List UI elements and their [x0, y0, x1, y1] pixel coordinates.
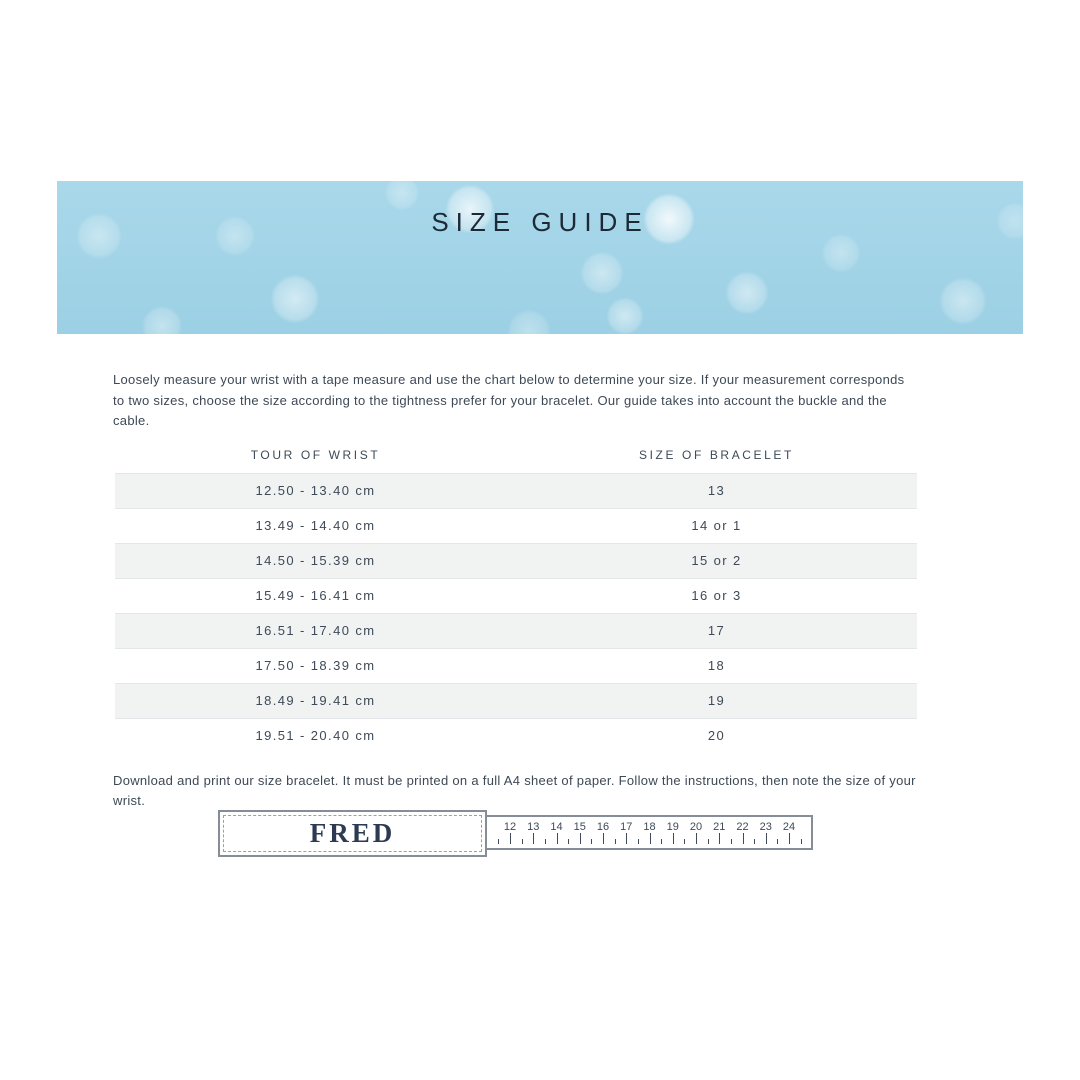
table-row: 17.50 - 18.39 cm 18 — [115, 648, 917, 683]
ruler-tick-major — [579, 833, 581, 844]
wrist-cell: 16.51 - 17.40 cm — [255, 623, 376, 638]
wrist-cell: 12.50 - 13.40 cm — [255, 483, 376, 498]
ruler-tick-major — [603, 833, 604, 844]
ruler-tick-minor — [730, 839, 732, 844]
ruler-tick-minor — [521, 839, 523, 844]
ruler-number: 20 — [689, 821, 703, 833]
download-note: Download and print our size bracelet. It… — [113, 773, 916, 808]
wrist-cell: 15.49 - 16.41 cm — [255, 588, 376, 603]
table-row: 18.49 - 19.41 cm 19 — [115, 683, 917, 718]
ruler-tick-minor — [684, 839, 686, 844]
size-cell: 17 — [707, 623, 726, 638]
intro-paragraph: Loosely measure your wrist with a tape m… — [113, 372, 905, 428]
size-cell: 15 or 2 — [691, 553, 742, 568]
ruler-tick-major — [510, 833, 511, 844]
wrist-cell: 18.49 - 19.41 cm — [255, 693, 376, 708]
ruler-number: 24 — [782, 821, 796, 833]
size-cell: 20 — [707, 728, 726, 744]
page-title: SIZE GUIDE — [431, 207, 649, 237]
ruler-tick-major — [672, 833, 674, 844]
ruler-number: 15 — [573, 821, 586, 833]
ruler-tick-minor — [707, 839, 709, 844]
ruler-number: 13 — [527, 821, 540, 833]
table-row: 12.50 - 13.40 cm 13 — [115, 473, 917, 508]
table-row: 14.50 - 15.39 cm 15 or 2 — [115, 543, 917, 578]
ruler-tick-major — [696, 833, 697, 844]
ruler-number: 12 — [503, 821, 517, 833]
size-cell: 19 — [707, 693, 726, 708]
size-cell: 16 or 3 — [691, 588, 742, 603]
ruler-tick-minor — [568, 839, 570, 844]
ruler-tick-major — [765, 833, 767, 844]
table-header-row: TOUR OF WRIST SIZE OF BRACELET — [115, 437, 917, 473]
ruler-number: 18 — [643, 821, 656, 833]
size-cell: 14 or 1 — [691, 518, 742, 533]
ruler-tick-major — [649, 833, 651, 844]
ruler-tick-major — [789, 833, 790, 844]
ruler-tick-major — [533, 833, 535, 844]
banner-bokeh-image: SIZE GUIDE — [57, 181, 1023, 334]
ruler-tick-minor — [498, 839, 500, 844]
size-cell: 13 — [707, 483, 726, 498]
ruler-tick-minor — [800, 839, 802, 844]
table-row: 13.49 - 14.40 cm 14 or 1 — [115, 508, 917, 543]
ruler-tick-major — [742, 833, 744, 844]
wrist-cell: 17.50 - 18.39 cm — [255, 658, 376, 673]
column-header-size-of-bracelet: SIZE OF BRACELET — [639, 447, 794, 462]
ruler-tick-minor — [661, 839, 663, 844]
column-header-tour-of-wrist: TOUR OF WRIST — [250, 447, 381, 462]
ruler-tick-minor — [754, 839, 756, 844]
ruler-number: 22 — [736, 821, 749, 833]
fred-logo: FRED — [309, 818, 396, 848]
table-row: 15.49 - 16.41 cm 16 or 3 — [115, 578, 917, 613]
ruler-strip: 12 13 14 15 16 17 18 19 20 21 22 23 24 — [487, 815, 813, 850]
ruler-tick-minor — [591, 839, 593, 844]
ruler-tick-minor — [637, 839, 639, 844]
ruler-number: 21 — [713, 821, 726, 833]
ruler-number: 23 — [759, 821, 772, 833]
ruler-tick-minor — [544, 839, 546, 844]
wrist-cell: 14.50 - 15.39 cm — [255, 553, 376, 568]
ruler-tick-minor — [614, 839, 616, 844]
ruler-number: 14 — [550, 821, 563, 833]
size-cell: 18 — [707, 658, 726, 673]
ruler-tick-major — [719, 833, 721, 844]
sizer-brand-box-dashed-border: FRED — [223, 815, 482, 852]
ruler-number: 19 — [666, 821, 679, 833]
ruler-tick-major — [556, 833, 558, 844]
ruler-tick-minor — [777, 839, 779, 844]
table-row: 16.51 - 17.40 cm 17 — [115, 613, 917, 648]
ruler-number: 17 — [620, 821, 633, 833]
sizer-brand-box: FRED — [218, 810, 487, 857]
wrist-cell: 13.49 - 14.40 cm — [255, 518, 376, 533]
wrist-cell: 19.51 - 20.40 cm — [255, 728, 376, 744]
size-chart-table: TOUR OF WRIST SIZE OF BRACELET 12.50 - 1… — [115, 437, 917, 753]
ruler-number: 16 — [596, 821, 610, 833]
ruler-tick-major — [626, 833, 628, 844]
table-row: 19.51 - 20.40 cm 20 — [115, 718, 917, 753]
